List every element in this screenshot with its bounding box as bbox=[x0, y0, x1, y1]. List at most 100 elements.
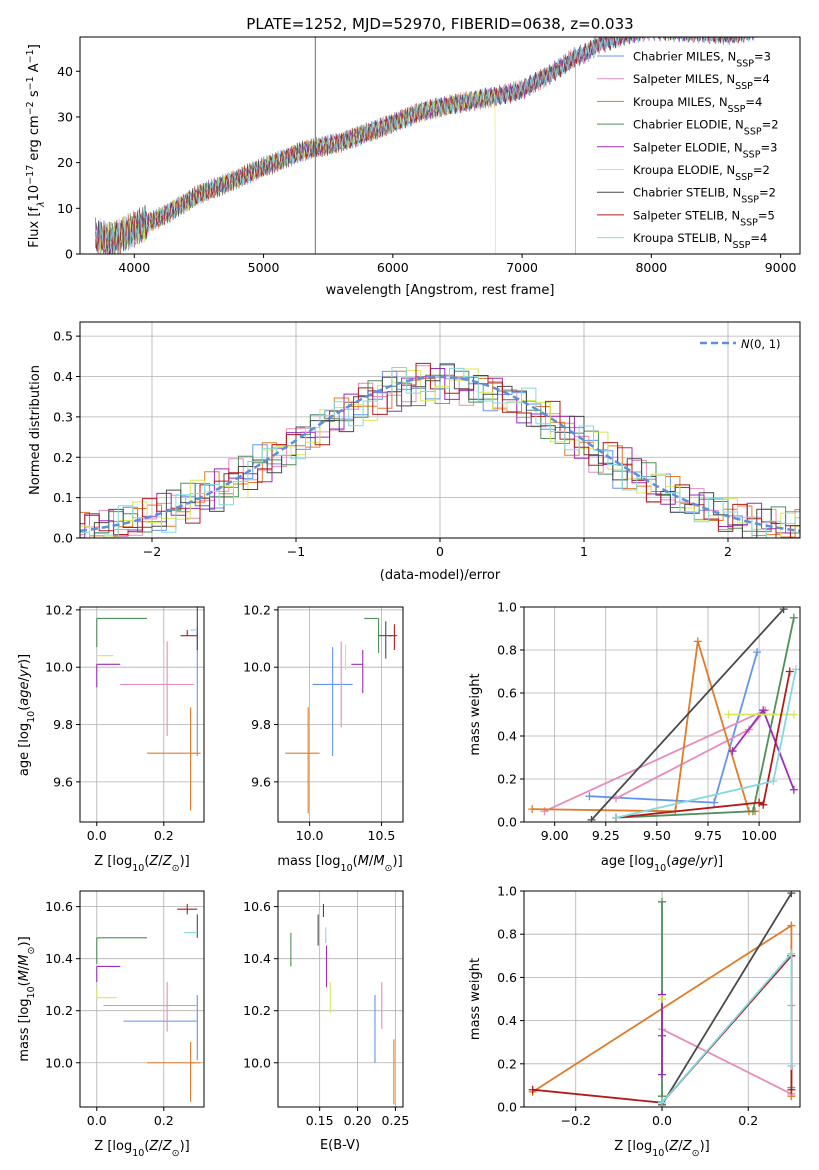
legend-label-kroupa_stelib: Kroupa STELIB, NSSP=4 bbox=[633, 231, 767, 251]
y-axis-label-part: / bbox=[17, 965, 32, 970]
legend-label-chabrier_elodie-part: Chabrier ELODIE, N bbox=[633, 118, 744, 132]
y-tick-label: 9.6 bbox=[251, 774, 271, 789]
legend-label-chabrier_miles-part: SSP bbox=[736, 58, 754, 69]
weight-point-kroupa_stelib bbox=[787, 949, 796, 958]
weight-line-kroupa_miles bbox=[532, 641, 755, 813]
y-tick-label: 0.2 bbox=[497, 1056, 517, 1071]
y-axis-label: age [log10(age/yr)] bbox=[17, 654, 37, 776]
y-tick-label: 0.0 bbox=[497, 1100, 517, 1115]
legend-label-salpeter_stelib-part: SSP bbox=[740, 217, 758, 228]
y-tick-label: 10.2 bbox=[243, 1003, 271, 1018]
legend-label-kroupa_stelib-part: =4 bbox=[750, 231, 767, 245]
x-axis-label-part: ( bbox=[666, 854, 671, 869]
y-axis-label-part: s bbox=[27, 90, 42, 101]
weight-point-salpeter_stelib bbox=[759, 800, 768, 809]
plot-area bbox=[80, 607, 204, 822]
x-axis-label: age [log10(age/yr)] bbox=[601, 854, 723, 874]
weight-point-kroupa_elodie bbox=[724, 710, 733, 719]
y-axis-label-part: 10 bbox=[26, 986, 37, 998]
x-axis-label-part: ( bbox=[664, 1139, 669, 1154]
x-tick-label: 10.5 bbox=[368, 828, 396, 843]
plot-area bbox=[95, 37, 756, 254]
x-axis-label-part: / bbox=[678, 1139, 683, 1154]
x-axis-label-part: / bbox=[369, 854, 374, 869]
legend-label-chabrier_elodie: Chabrier ELODIE, NSSP=2 bbox=[633, 118, 779, 138]
weight-point-kroupa_stelib bbox=[787, 1061, 796, 1070]
errorbar-point-kroupa_elodie bbox=[96, 989, 117, 999]
x-axis-label-part: Z bbox=[162, 1139, 173, 1154]
x-axis-label-part: mass [log bbox=[277, 854, 340, 869]
plot-area bbox=[524, 607, 800, 822]
weight-point-salpeter_stelib bbox=[528, 1085, 537, 1094]
legend-label-chabrier_elodie-part: SSP bbox=[744, 126, 762, 137]
y-tick-label: 0.4 bbox=[497, 1013, 517, 1028]
histogram-steps-kroupa_miles bbox=[80, 370, 800, 538]
x-tick-label: 0.2 bbox=[154, 828, 174, 843]
y-tick-label: 1.0 bbox=[497, 884, 517, 899]
errorbar-point-salpeter_elodie bbox=[96, 663, 121, 688]
weight-point-kroupa_miles bbox=[787, 921, 796, 930]
histogram-steps-salpeter_elodie bbox=[80, 368, 800, 538]
plot-area bbox=[80, 322, 800, 538]
y-tick-label: 9.8 bbox=[251, 717, 271, 732]
y-axis-label-part: M bbox=[17, 970, 32, 981]
histogram-steps-kroupa_elodie bbox=[80, 368, 800, 538]
x-tick-label: 0.0 bbox=[87, 1113, 107, 1128]
y-tick-label: 0.1 bbox=[53, 490, 73, 505]
axes-frame bbox=[79, 36, 801, 255]
y-tick-label: 10.4 bbox=[45, 951, 73, 966]
panel-mass-weight-vs-Z: −0.2 0.0 0.2 0.0 0.2 0.4 0.6 0.8 1.0 mass weight Z… bbox=[468, 884, 801, 1159]
weight-point-chabrier_elodie bbox=[748, 807, 757, 816]
x-axis-label-part: ⊙ bbox=[385, 863, 393, 874]
weight-point-salpeter_elodie bbox=[759, 706, 768, 715]
x-tick-label: 0.2 bbox=[738, 1113, 758, 1128]
y-axis-label-part: )] bbox=[17, 936, 32, 946]
legend-label-kroupa_miles-part: =4 bbox=[745, 95, 762, 109]
y-tick-label: 0.2 bbox=[53, 450, 73, 465]
y-axis-label-part: erg cm bbox=[27, 115, 42, 164]
y-axis-label-part: −2 bbox=[25, 101, 36, 115]
weight-point-kroupa_miles bbox=[693, 637, 702, 646]
weight-line-kroupa_stelib bbox=[661, 951, 793, 1104]
legend-label-salpeter_elodie-part: Salpeter ELODIE, N bbox=[633, 140, 743, 154]
legend-label-salpeter_miles: Salpeter MILES, NSSP=4 bbox=[633, 72, 770, 92]
plot-area bbox=[278, 607, 403, 822]
y-tick-label: 0.4 bbox=[53, 369, 73, 384]
axes-frame bbox=[277, 890, 404, 1108]
y-tick-label: 10.6 bbox=[45, 899, 73, 914]
errorbar-point-salpeter_elodie bbox=[351, 650, 364, 693]
x-axis-label-part: 10 bbox=[654, 863, 666, 874]
spectrum-line-kroupa_miles bbox=[95, 49, 576, 254]
x-tick-label: 0.20 bbox=[344, 1113, 372, 1128]
legend-label-salpeter_elodie-part: =3 bbox=[760, 140, 777, 154]
x-axis-label-part: Z bbox=[148, 1139, 159, 1154]
x-axis-label-part: )] bbox=[393, 854, 403, 869]
weight-point-chabrier_elodie bbox=[789, 613, 798, 622]
y-tick-label: 0.2 bbox=[497, 772, 517, 787]
y-tick-label: 0.6 bbox=[497, 686, 517, 701]
legend-label-chabrier_elodie-part: =2 bbox=[762, 118, 779, 132]
x-tick-label: 9.25 bbox=[592, 828, 620, 843]
y-axis-label-part: / bbox=[17, 676, 32, 681]
legend-label-chabrier_stelib-part: Chabrier STELIB, N bbox=[633, 186, 741, 200]
weight-point-chabrier_elodie bbox=[658, 897, 666, 906]
panel-mass-vs-ebv: 0.15 0.20 0.25 10.0 10.2 10.4 10.6 E(B-V) bbox=[243, 890, 409, 1153]
plot-area bbox=[524, 891, 800, 1107]
x-axis-label: mass [log10(M/M⊙)] bbox=[277, 854, 402, 874]
y-axis-label-part: ( bbox=[17, 706, 32, 711]
y-tick-label: 0.5 bbox=[53, 329, 73, 344]
legend-label-kroupa_elodie: Kroupa ELODIE, NSSP=2 bbox=[633, 163, 770, 183]
legend-label-kroupa_elodie-part: Kroupa ELODIE, N bbox=[633, 163, 735, 177]
y-tick-label: 9.6 bbox=[53, 774, 73, 789]
legend-label-salpeter_miles-part: SSP bbox=[735, 81, 753, 92]
x-axis-label: (data-model)/error bbox=[380, 568, 501, 583]
x-tick-label: 4000 bbox=[118, 260, 150, 275]
y-axis-label-part: 10 bbox=[26, 711, 37, 723]
x-axis-label-part: )] bbox=[180, 854, 190, 869]
weight-point-chabrier_stelib bbox=[587, 815, 596, 822]
legend-label-salpeter_stelib-part: =5 bbox=[758, 208, 775, 222]
x-axis-label-part: )] bbox=[180, 1139, 190, 1154]
x-tick-label: 2 bbox=[724, 544, 732, 559]
x-tick-label: 0.0 bbox=[87, 828, 107, 843]
